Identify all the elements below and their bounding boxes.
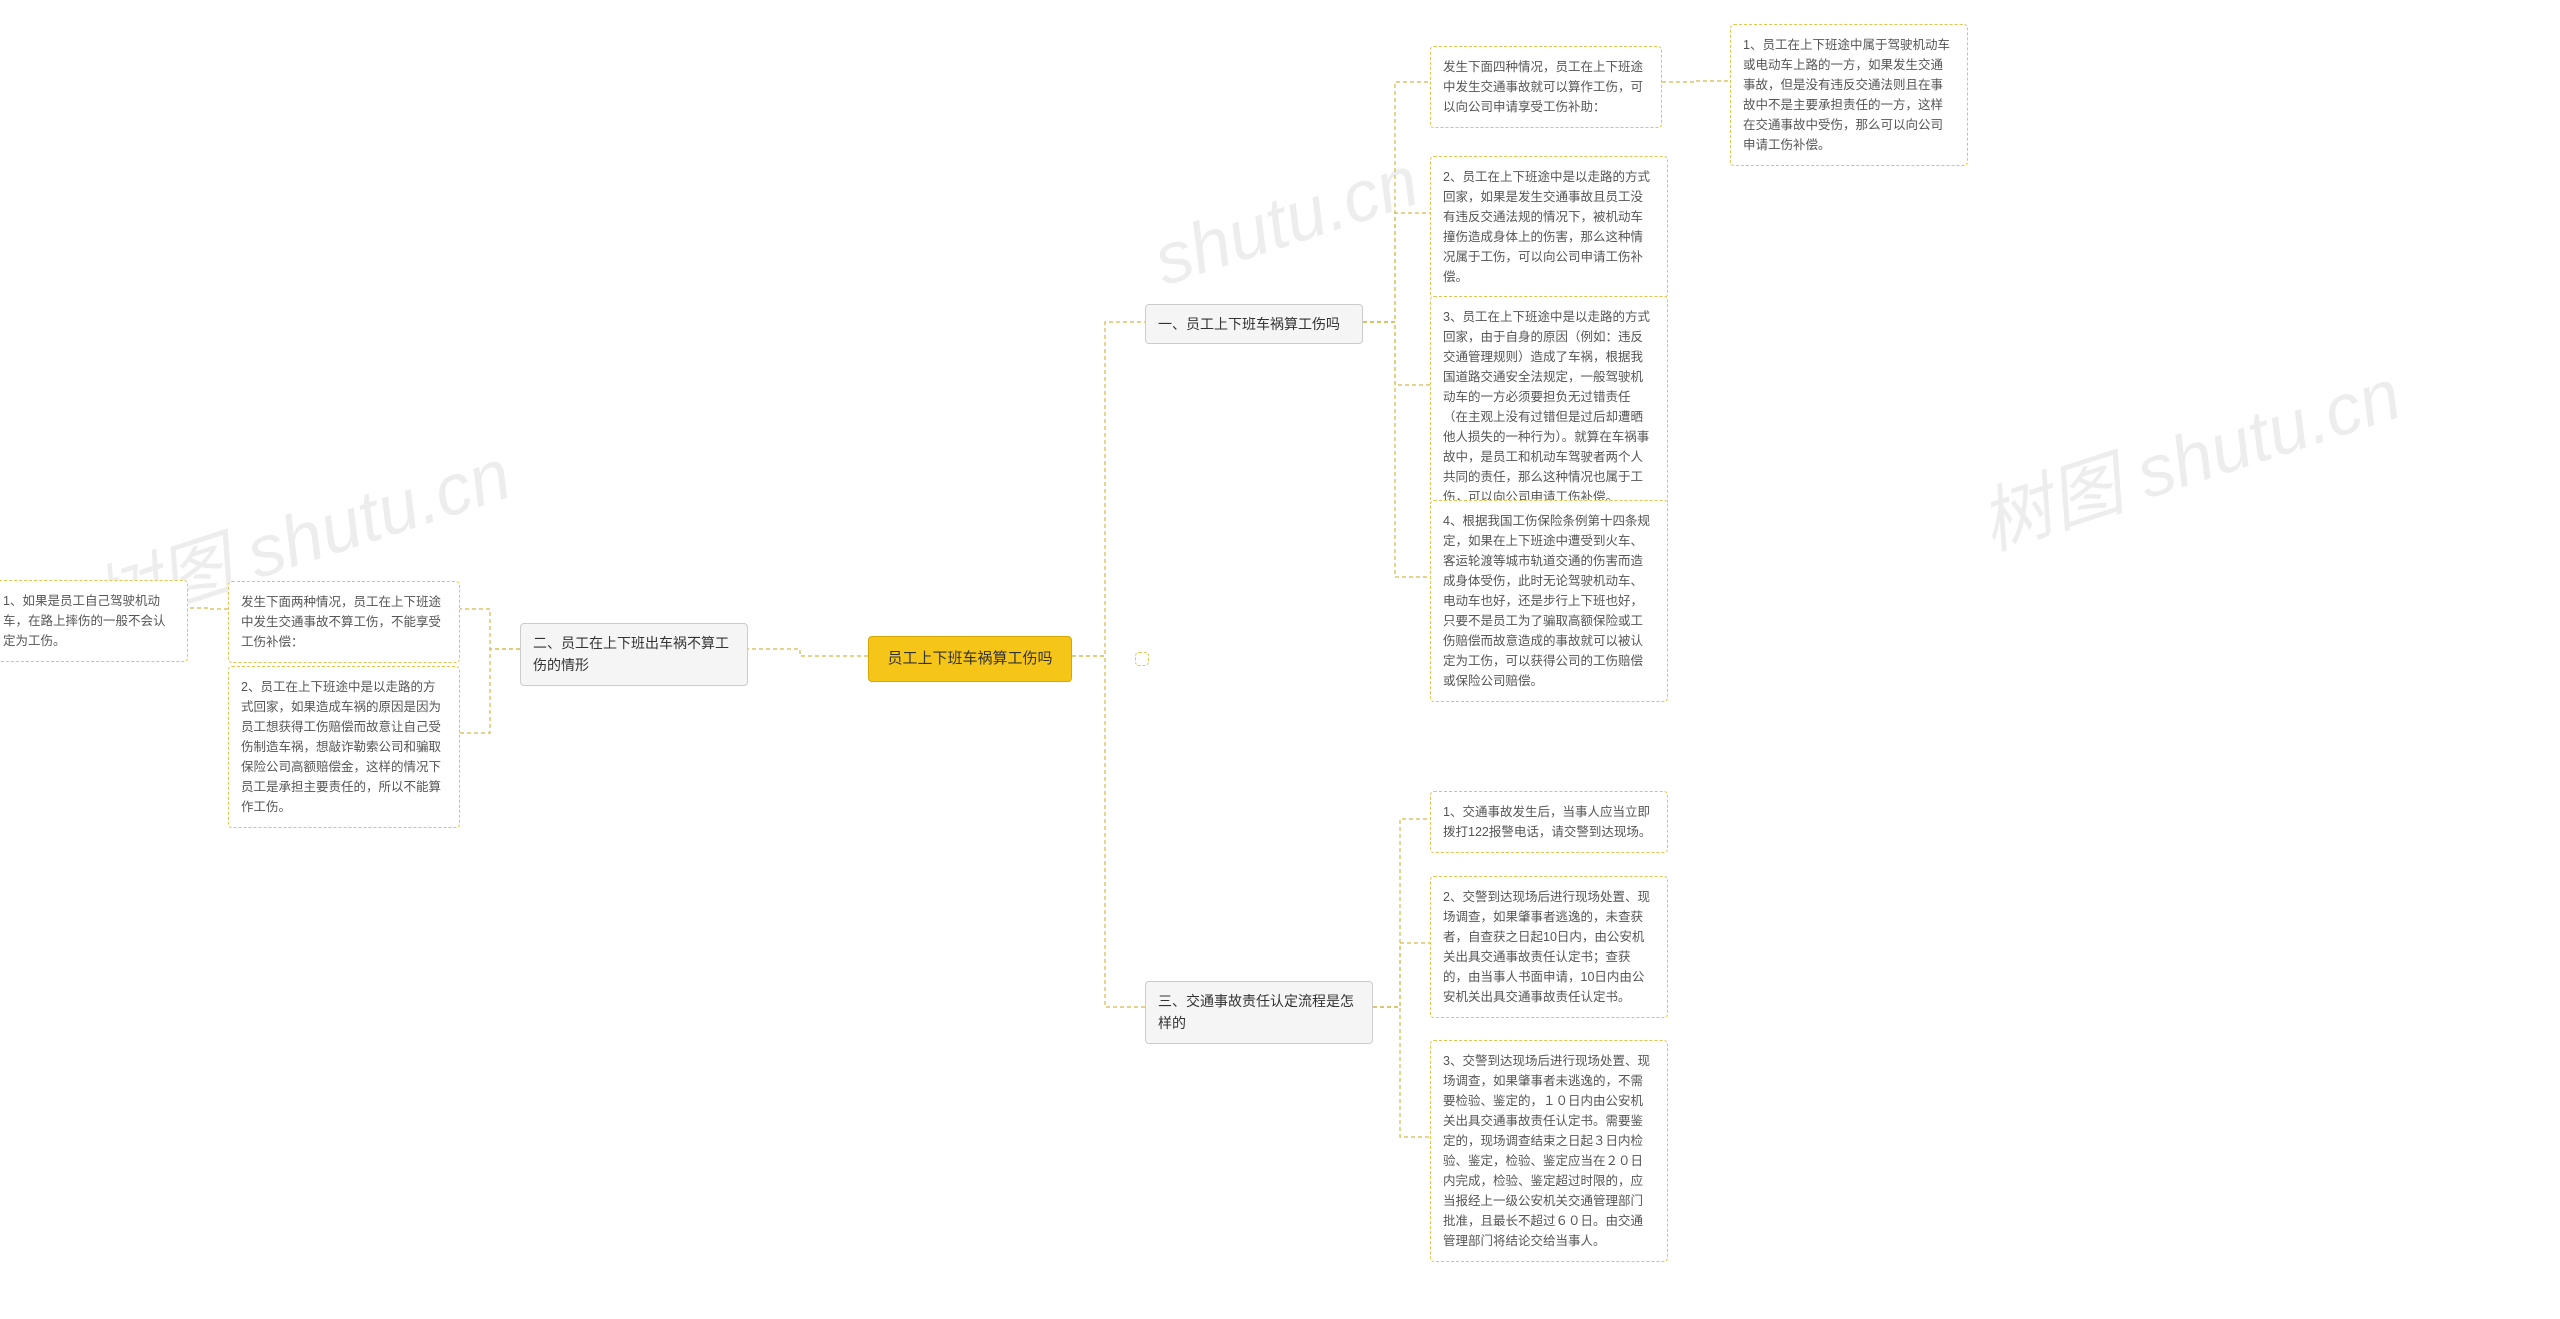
leaf-node[interactable]: 3、员工在上下班途中是以走路的方式回家，由于自身的原因（例如：违反交通管理规则）… — [1430, 296, 1668, 518]
leaf-node[interactable]: 2、员工在上下班途中是以走路的方式回家，如果造成车祸的原因是因为员工想获得工伤赔… — [228, 666, 460, 828]
root-node[interactable]: 员工上下班车祸算工伤吗 — [868, 636, 1072, 682]
leaf-node[interactable]: 2、员工在上下班途中是以走路的方式回家，如果是发生交通事故且员工没有违反交通法规… — [1430, 156, 1668, 298]
intro-node[interactable]: 发生下面四种情况，员工在上下班途中发生交通事故就可以算作工伤，可以向公司申请享受… — [1430, 46, 1662, 128]
intro-node[interactable]: 发生下面两种情况，员工在上下班途中发生交通事故不算工伤，不能享受工伤补偿： — [228, 581, 460, 663]
leaf-node[interactable]: 2、交警到达现场后进行现场处置、现场调查，如果肇事者逃逸的，未查获者，自查获之日… — [1430, 876, 1668, 1018]
leaf-node[interactable]: 1、员工在上下班途中属于驾驶机动车或电动车上路的一方，如果发生交通事故，但是没有… — [1730, 24, 1968, 166]
mindmap-canvas: 树图 shutu.cn shutu.cn 树图 shutu.cn 员工上下班车祸 — [0, 0, 2560, 1319]
branch-node[interactable]: 一、员工上下班车祸算工伤吗 — [1145, 304, 1363, 344]
leaf-node[interactable]: 3、交警到达现场后进行现场处置、现场调查，如果肇事者未逃逸的，不需要检验、鉴定的… — [1430, 1040, 1668, 1262]
leaf-node-empty — [1135, 652, 1149, 666]
leaf-node[interactable]: 4、根据我国工伤保险条例第十四条规定，如果在上下班途中遭受到火车、客运轮渡等城市… — [1430, 500, 1668, 702]
branch-node[interactable]: 二、员工在上下班出车祸不算工伤的情形 — [520, 623, 748, 686]
leaf-node[interactable]: 1、如果是员工自己驾驶机动车，在路上摔伤的一般不会认定为工伤。 — [0, 580, 188, 662]
watermark: shutu.cn — [1144, 140, 1428, 302]
watermark: 树图 shutu.cn — [1964, 335, 2411, 570]
branch-node[interactable]: 三、交通事故责任认定流程是怎样的 — [1145, 981, 1373, 1044]
leaf-node[interactable]: 1、交通事故发生后，当事人应当立即拨打122报警电话，请交警到达现场。 — [1430, 791, 1668, 853]
